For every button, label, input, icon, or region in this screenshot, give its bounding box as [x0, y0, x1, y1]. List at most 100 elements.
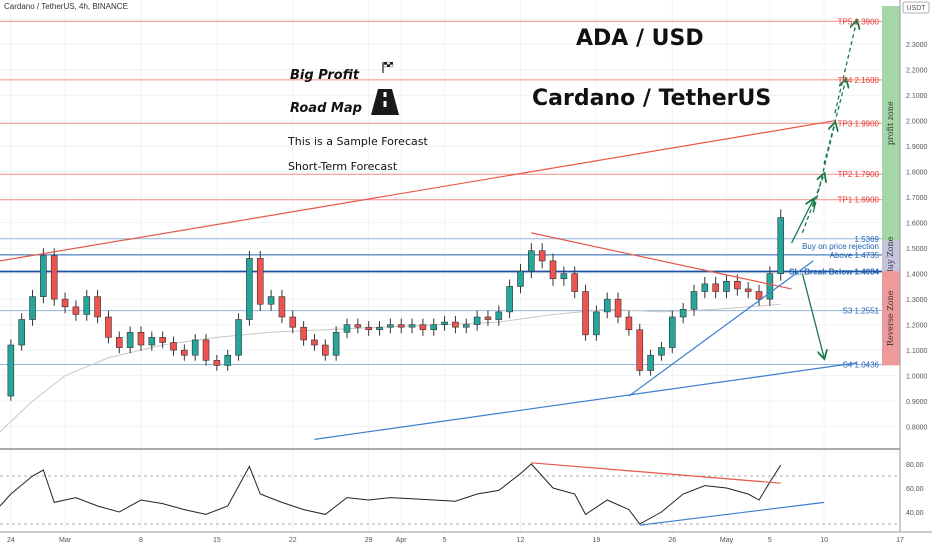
candle	[376, 321, 383, 336]
candle	[452, 315, 459, 334]
zone-rect	[882, 240, 900, 272]
candle	[506, 279, 513, 319]
candle-body	[419, 324, 427, 331]
y-tick-label: 1.5000	[906, 246, 928, 253]
candle	[148, 331, 156, 351]
candle-body	[105, 316, 112, 338]
candle	[224, 349, 232, 371]
candle	[560, 266, 568, 286]
candle-body	[278, 296, 286, 318]
candle	[126, 326, 134, 354]
level-label: TP5 2.3900	[838, 17, 880, 26]
y-tick-label: 2.2000	[906, 68, 928, 75]
candle-body	[18, 319, 25, 346]
x-tick-label: 12	[517, 537, 525, 544]
y-tick-label: 1.4000	[906, 272, 928, 279]
candle	[322, 339, 329, 361]
candle-body	[397, 324, 405, 328]
symbol-label: Cardano / TetherUS, 4h, BINANCE	[4, 2, 128, 11]
candle	[311, 334, 318, 351]
candle	[636, 323, 644, 376]
y-tick-label: 0.8000	[906, 425, 928, 432]
candle-body	[506, 286, 513, 313]
candle	[159, 331, 166, 349]
candle	[72, 300, 80, 321]
candle	[658, 341, 665, 361]
candle	[300, 321, 307, 346]
x-tick-label: 24	[7, 537, 15, 544]
checkered-flag-icon	[382, 61, 394, 73]
candle-body	[560, 273, 568, 280]
candle-body	[690, 291, 698, 310]
candle	[473, 310, 481, 331]
candle	[593, 305, 600, 341]
candle-body	[61, 298, 69, 308]
x-tick-label: May	[720, 537, 734, 544]
candle	[278, 289, 286, 324]
candle-body	[538, 250, 546, 262]
y-tick-label: 2.0000	[906, 119, 928, 126]
rsi-trendline	[639, 501, 825, 526]
x-tick-label: 5	[443, 537, 447, 544]
zone-rect	[882, 271, 900, 366]
forecast-arrow-up	[790, 200, 814, 244]
candle-body	[50, 255, 58, 300]
candle	[50, 248, 58, 306]
candle-body	[137, 331, 145, 346]
candle	[202, 334, 210, 366]
candle-body	[213, 360, 221, 366]
moving-average-line	[0, 303, 781, 433]
y-tick-label: 1.7000	[906, 195, 928, 202]
x-tick-label: Mar	[59, 537, 72, 544]
y-tick-label: 1.8000	[906, 170, 928, 177]
candle-body	[148, 337, 156, 346]
level-label: Above 1.4735	[830, 251, 880, 260]
level-label: S4 1.0436	[843, 361, 880, 370]
level-label: TP1 1.6900	[838, 196, 880, 205]
x-tick-label: 15	[213, 537, 221, 544]
candle-body	[603, 298, 611, 313]
candle-body	[202, 339, 210, 361]
level-label: TP2 1.7900	[838, 170, 880, 179]
candle-body	[191, 339, 199, 356]
candle-body	[430, 324, 438, 331]
level-label: S3 1.2551	[843, 307, 880, 316]
forecast-arrow-up	[834, 21, 857, 114]
road-icon	[371, 89, 399, 115]
candle	[235, 313, 242, 361]
candle-body	[322, 344, 329, 356]
candle	[213, 354, 221, 371]
chart-title-sub: Cardano / TetherUS	[532, 86, 772, 111]
candle	[528, 243, 535, 279]
forecast-arrow-up	[812, 123, 835, 213]
road-text-2: Road Map	[290, 101, 362, 116]
candle	[246, 250, 253, 326]
candle-body	[528, 250, 535, 272]
candle-body	[452, 321, 459, 328]
candle	[408, 318, 416, 334]
candle-body	[668, 316, 676, 348]
candle	[549, 253, 557, 286]
candle-body	[636, 329, 644, 371]
x-tick-label: 22	[289, 537, 297, 544]
candle	[462, 318, 470, 334]
candle-body	[582, 291, 589, 336]
y-tick-label: 1.3000	[906, 297, 928, 304]
candle	[625, 310, 633, 336]
y-tick-label: 1.9000	[906, 144, 928, 151]
candle-body	[289, 316, 297, 328]
candle	[777, 209, 785, 281]
trendline	[314, 362, 857, 440]
x-tick-label: 5	[768, 537, 772, 544]
zone-label: Buy Zone	[886, 236, 895, 275]
candle	[712, 276, 719, 299]
candle-body	[614, 298, 622, 318]
candle-body	[126, 331, 134, 348]
candle-body	[441, 321, 448, 325]
y-tick-label: 1.6000	[906, 221, 928, 228]
candle-body	[7, 344, 15, 397]
candle	[29, 289, 36, 326]
candle	[343, 318, 351, 339]
candle-body	[723, 281, 730, 292]
